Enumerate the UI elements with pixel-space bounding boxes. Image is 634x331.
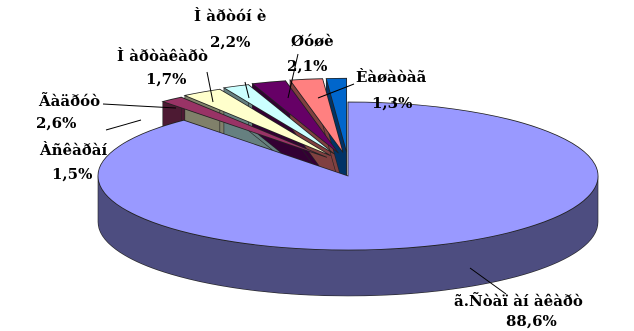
- slice-label-gadrut-name: Ãàäðóò: [38, 91, 100, 110]
- slice-2-top: [183, 88, 331, 156]
- slice-label-martakert-name: Ì àðòàêàðò: [117, 47, 208, 65]
- slice-3-top: [222, 84, 335, 155]
- leader-line-askaran: [105, 119, 142, 131]
- slice-4-top: [251, 80, 339, 154]
- slice-label-kashatag-name: Èàøàòàã: [356, 68, 427, 86]
- leader-line-martuni: [244, 81, 250, 99]
- slice-label-kashatag-value: 1,3%: [372, 94, 412, 112]
- leader-line-kashatag: [317, 83, 355, 99]
- leader-line-martakert: [206, 71, 214, 103]
- slice-label-gadrut-value: 2,6%: [36, 114, 76, 132]
- slice-5-top: [289, 78, 344, 153]
- slice-label-stepanakert-value: 88,6%: [506, 312, 557, 330]
- slice-label-martuni-name: Ì àðòóí è: [194, 7, 266, 25]
- pie-top-layer: [97, 77, 599, 251]
- slice-label-shushi-name: Øóøè: [291, 32, 334, 50]
- slice-label-martuni-value: 2,2%: [210, 33, 250, 51]
- slice-1-top: [161, 96, 328, 158]
- slice-label-martakert-value: 1,7%: [146, 70, 186, 88]
- slice-label-shushi-value: 2,1%: [287, 57, 327, 75]
- slice-label-stepanakert-name: ã.Ñòàï àí àêàðò: [454, 291, 583, 310]
- leader-line-gadrut: [102, 103, 177, 109]
- slice-0-top: [97, 101, 599, 251]
- slice-label-askaran-name: Àñêàðàí: [39, 141, 108, 159]
- leader-line-shushi: [287, 53, 299, 99]
- leader-lines: [102, 53, 507, 295]
- slice-6-top: [325, 77, 348, 153]
- leader-line-main: [469, 267, 507, 295]
- slice-label-askaran-value: 1,5%: [52, 165, 92, 183]
